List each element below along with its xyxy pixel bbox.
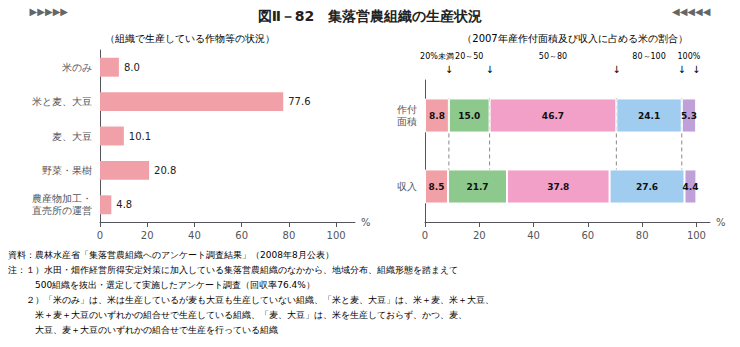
svg-text:10.1: 10.1 [129, 131, 151, 142]
svg-text:80: 80 [636, 230, 649, 241]
svg-text:米＋麦＋大豆のいずれかの組合せで生産している組織、「麦、大豆: 米＋麦＋大豆のいずれかの組合せで生産している組織、「麦、大豆」は、米を生産してお… [8, 310, 467, 320]
svg-text:0: 0 [422, 230, 428, 241]
svg-text:農産物加工・: 農産物加工・ [32, 193, 92, 204]
svg-text:↓: ↓ [485, 64, 493, 75]
svg-text:20: 20 [473, 230, 486, 241]
svg-text:資料：農林水産省「集落営農組織へのアンケート調査結果」（20: 資料：農林水産省「集落営農組織へのアンケート調査結果」（2008年8月公表） [8, 250, 334, 260]
svg-text:60: 60 [581, 230, 594, 241]
svg-text:20～50: 20～50 [455, 52, 483, 61]
svg-text:46.7: 46.7 [542, 111, 564, 121]
svg-text:▶▶▶▶▶: ▶▶▶▶▶ [30, 6, 69, 17]
svg-text:100: 100 [687, 230, 706, 241]
svg-text:（2007年産作付面積及び収入に占める米の割合）: （2007年産作付面積及び収入に占める米の割合） [462, 33, 687, 44]
svg-text:（組織で生産している作物等の状況）: （組織で生産している作物等の状況） [105, 33, 275, 44]
svg-text:20: 20 [141, 230, 154, 241]
svg-text:4.8: 4.8 [116, 199, 132, 210]
svg-text:5.3: 5.3 [681, 111, 697, 121]
svg-text:野菜・果樹: 野菜・果樹 [42, 165, 92, 176]
svg-text:↓: ↓ [445, 64, 453, 75]
svg-text:0: 0 [97, 230, 103, 241]
svg-text:40: 40 [527, 230, 540, 241]
svg-text:直売所の運営: 直売所の運営 [32, 205, 92, 216]
svg-text:100: 100 [327, 230, 346, 241]
svg-text:米のみ: 米のみ [62, 62, 92, 73]
svg-text:80: 80 [283, 230, 296, 241]
svg-text:8.8: 8.8 [429, 111, 445, 121]
svg-text:20.8: 20.8 [154, 165, 176, 176]
svg-text:大豆、麦＋大豆のいずれかの組合せで生産を行っている組織: 大豆、麦＋大豆のいずれかの組合せで生産を行っている組織 [8, 325, 278, 335]
svg-text:麦、大豆: 麦、大豆 [52, 131, 92, 142]
svg-text:↓: ↓ [678, 64, 686, 75]
svg-text:21.7: 21.7 [466, 182, 488, 192]
svg-text:4.4: 4.4 [682, 182, 698, 192]
svg-text:↓: ↓ [612, 64, 620, 75]
svg-text:%: % [716, 217, 726, 228]
svg-text:80～100: 80～100 [632, 52, 665, 61]
svg-text:40: 40 [188, 230, 201, 241]
svg-text:500組織を抜出・選定して実施したアンケート調査（回収率76: 500組織を抜出・選定して実施したアンケート調査（回収率76.4%） [8, 280, 315, 290]
svg-text:24.1: 24.1 [638, 111, 660, 121]
svg-text:%: % [361, 217, 371, 228]
svg-text:27.6: 27.6 [636, 182, 658, 192]
svg-text:面積: 面積 [397, 116, 417, 127]
svg-text:米と麦、大豆: 米と麦、大豆 [32, 96, 92, 107]
svg-text:50～80: 50～80 [539, 52, 567, 61]
svg-text:作付: 作付 [396, 104, 417, 115]
svg-text:◀◀◀◀◀: ◀◀◀◀◀ [672, 6, 711, 17]
svg-text:↓: ↓ [692, 64, 700, 75]
svg-text:図Ⅱ－82 集落営農組織の生産状況: 図Ⅱ－82 集落営農組織の生産状況 [258, 8, 483, 24]
svg-text:8.5: 8.5 [429, 182, 445, 192]
svg-text:37.8: 37.8 [547, 182, 569, 192]
svg-text:77.6: 77.6 [288, 96, 310, 107]
svg-text:60: 60 [235, 230, 248, 241]
svg-text:注：１）水田・畑作経営所得安定対策に加入している集落営農組織: 注：１）水田・畑作経営所得安定対策に加入している集落営農組織のなかから、地域分布… [8, 265, 458, 275]
svg-text:8.0: 8.0 [124, 62, 140, 73]
svg-text:20%未満: 20%未満 [420, 52, 454, 61]
svg-text:100%: 100% [678, 52, 701, 61]
svg-text:15.0: 15.0 [458, 111, 480, 121]
svg-text:収入: 収入 [397, 181, 417, 192]
svg-text:２）「米のみ」は、米は生産しているが麦も大豆も生産していない: ２）「米のみ」は、米は生産しているが麦も大豆も生産していない組織、「米と麦、大豆… [8, 295, 494, 305]
